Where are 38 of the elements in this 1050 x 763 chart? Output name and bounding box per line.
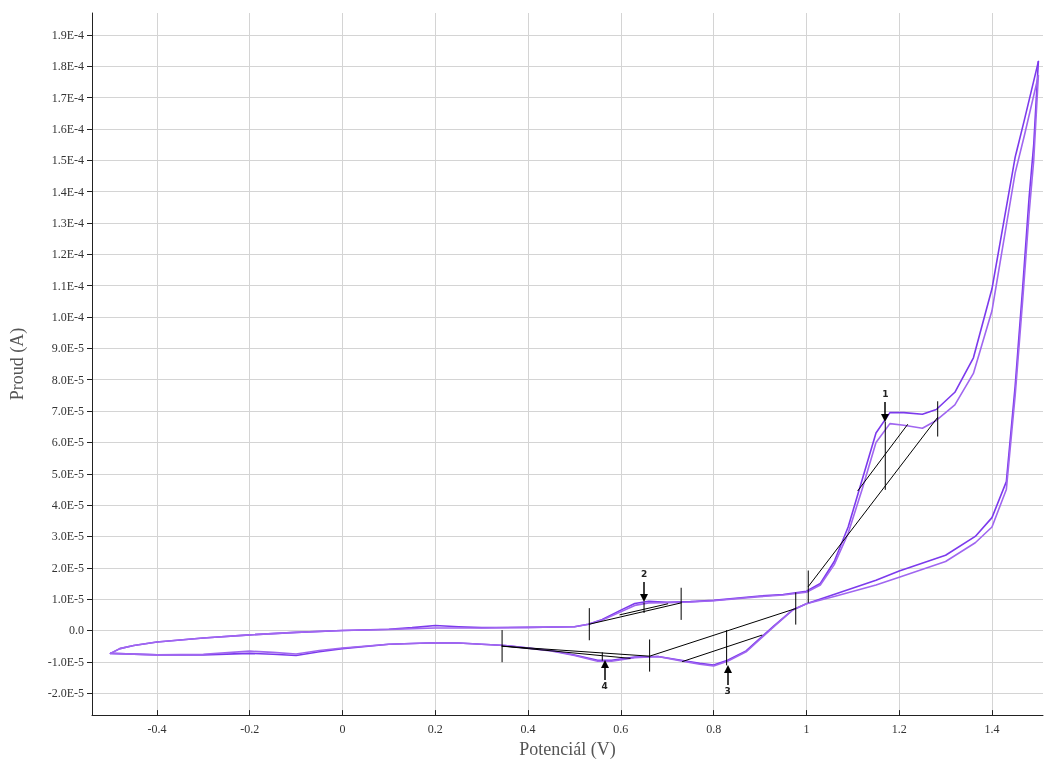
x-tick-label: 0.8	[706, 722, 722, 737]
y-tick-label: 1.7E-4	[51, 90, 84, 105]
y-tick-label: 1.5E-4	[51, 153, 84, 168]
y-tick-label: 0.0	[69, 623, 84, 638]
annotation: 4	[600, 681, 609, 693]
y-tick-label: 1.9E-4	[51, 27, 84, 42]
y-tick-label: 4.0E-5	[51, 498, 84, 513]
y-tick-label: 5.0E-5	[51, 466, 84, 481]
x-tick-label: 1	[803, 722, 810, 737]
x-axis-title: Potenciál (V)	[519, 739, 616, 760]
y-tick-label: -1.0E-5	[47, 654, 84, 669]
y-tick-label: 2.0E-5	[51, 560, 84, 575]
y-tick-label: 3.0E-5	[51, 529, 84, 544]
y-tick-label: 7.0E-5	[51, 404, 84, 419]
annotation: 3	[723, 685, 732, 697]
y-tick-label: 1.1E-4	[51, 278, 84, 293]
annotation: 2	[639, 569, 649, 581]
y-tick-label: 1.8E-4	[51, 59, 84, 74]
y-tick-label: 1.0E-4	[51, 310, 84, 325]
x-tick-label: 1.4	[984, 722, 1000, 737]
x-tick-label: -0.2	[240, 722, 260, 737]
y-tick-label: 1.2E-4	[51, 247, 84, 262]
y-tick-label: -2.0E-5	[47, 686, 84, 701]
x-tick-label: 0.4	[520, 722, 536, 737]
y-tick-label: 1.0E-5	[51, 592, 84, 607]
x-tick-label: 0	[339, 722, 346, 737]
y-tick-label: 1.3E-4	[51, 216, 84, 230]
x-tick-label: 1.2	[891, 722, 907, 737]
x-tick-label: -0.4	[147, 722, 167, 737]
x-tick-label: 0.2	[427, 722, 443, 737]
x-tick-label: 0.6	[613, 722, 629, 737]
y-tick-label: 1.6E-4	[51, 121, 84, 136]
y-tick-label: 9.0E-5	[51, 341, 84, 356]
y-tick-label: 6.0E-5	[51, 435, 84, 450]
y-tick-label: 1.4E-4	[51, 184, 84, 199]
y-tick-label: 8.0E-5	[51, 372, 84, 387]
annotation: 1	[881, 389, 890, 401]
y-axis-title: Proud (A)	[7, 327, 28, 401]
